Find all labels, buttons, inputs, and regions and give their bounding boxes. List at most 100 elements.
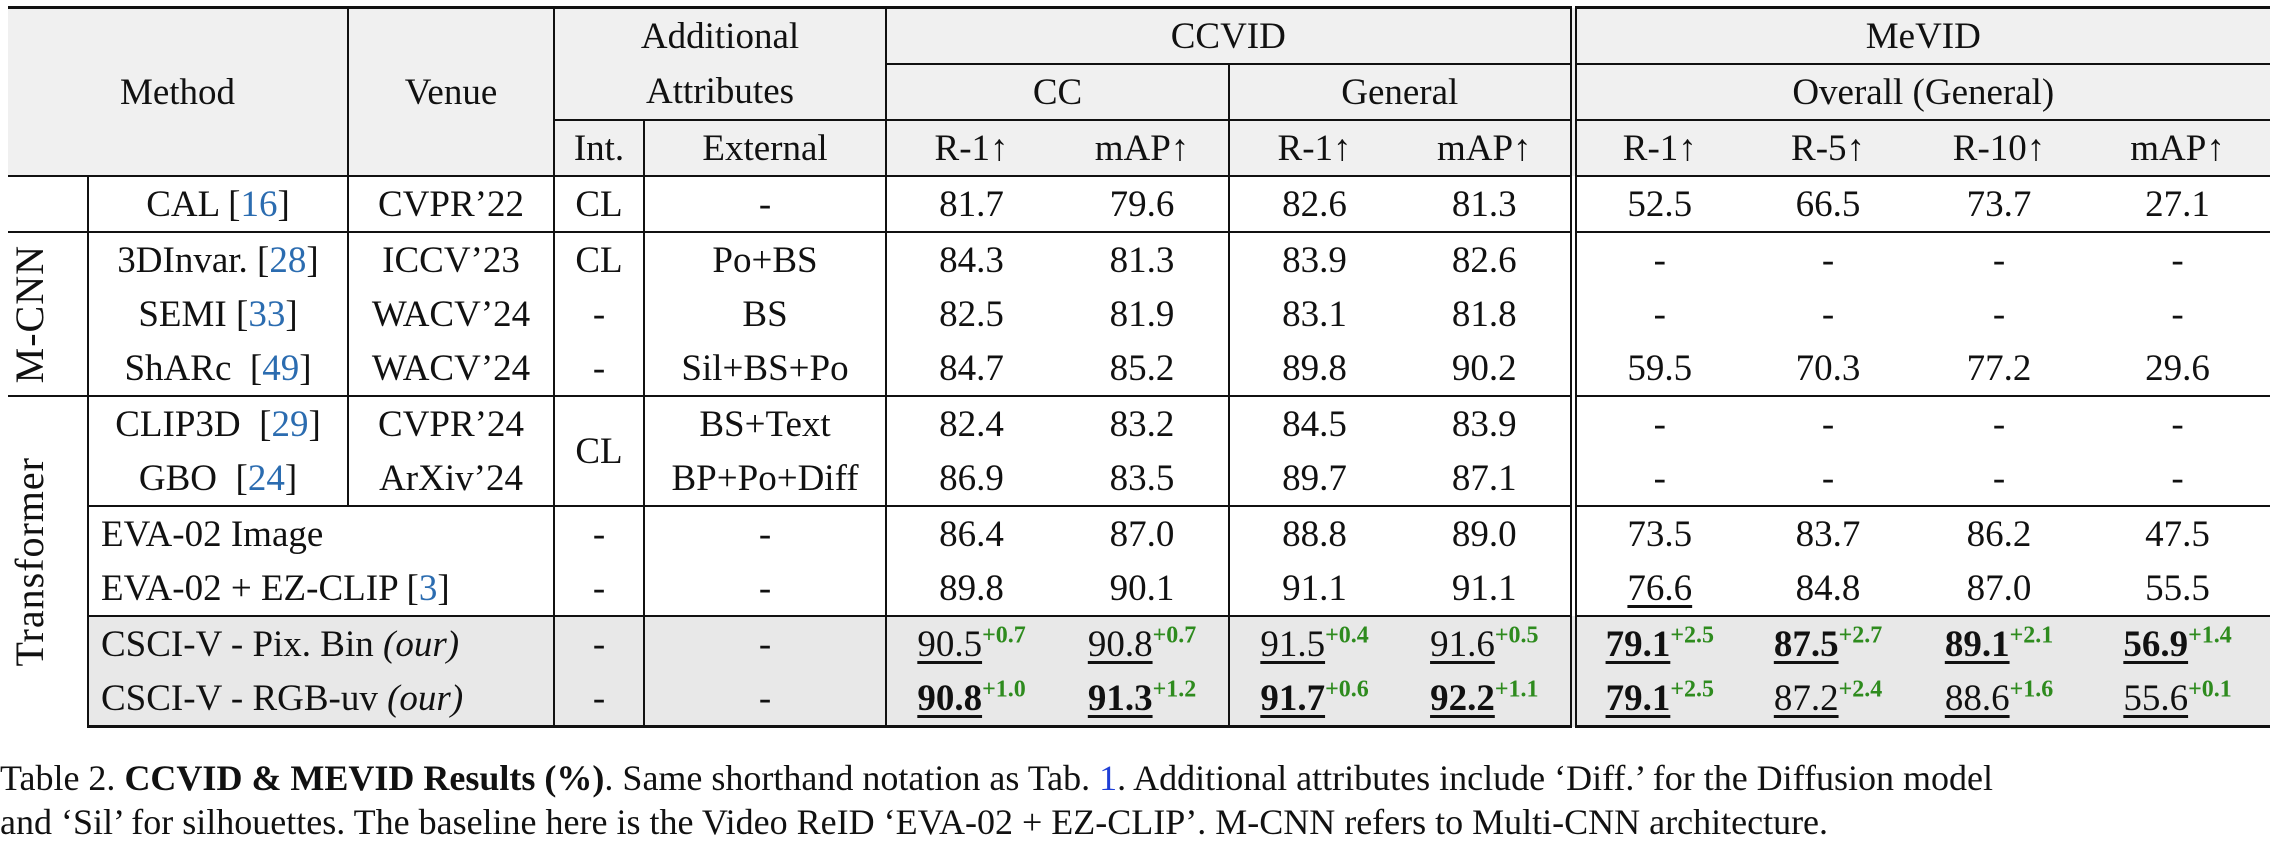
general-r1-cell: 82.6 [1229,175,1400,232]
mevid-r10-cell: 86.2 [1913,505,2086,561]
venue-cell: WACV’24 [348,287,556,341]
general-r1-cell: 88.8 [1229,505,1400,561]
external-cell: - [644,671,888,728]
mevid-map-cell: - [2085,395,2271,451]
cc-map-cell: 79.6 [1056,175,1231,232]
header-mevid-r1: R-1↑ [1573,120,1744,177]
mevid-r1-cell: 79.1+2.5 [1573,671,1744,728]
cc-r1-cell: 82.5 [939,293,1004,335]
header-overall: Overall (General) [1573,64,2271,121]
citation-link[interactable]: 16 [240,183,278,225]
cc-r1-cell: 90.5+0.7 [886,615,1057,671]
mevid-r1-cell: - [1573,395,1744,451]
mevid-map-cell: 55.6+0.1 [2085,671,2271,728]
cc-r1-cell: 84.7 [939,347,1004,389]
external-cell: - [644,615,888,671]
table-caption: Table 2. CCVID & MEVID Results (%). Same… [0,756,2276,844]
table-row: EVA-02 + EZ-CLIP [3] - - 89.8 90.1 91.1 … [8,561,2270,616]
table-ref-link[interactable]: 1 [1099,758,1118,798]
general-map-cell: 91.6+0.5 [1399,615,1577,671]
method-cell: ShARc [49] [88,341,350,396]
cc-map-cell: 85.2 [1056,341,1231,396]
mevid-r1-cell: 73.5 [1573,505,1744,561]
cc-r1-cell: 81.7 [886,175,1057,232]
mevid-r5-cell: - [1821,457,1835,499]
cc-map-cell: 83.5 [1056,451,1231,506]
cc-r1-cell: 86.9 [939,457,1004,499]
method-cell: CLIP3D [29] [88,395,350,451]
cc-map-cell: 87.0 [1056,505,1231,561]
header-mevid: MeVID [1573,6,2271,65]
results-table: Method Venue Additional CCVID MeVID Attr… [7,6,2271,728]
mevid-map-cell: 55.5 [2145,567,2210,609]
external-cell: BS [644,287,888,341]
external-cell: - [644,505,888,561]
method-cell: EVA-02 + EZ-CLIP [3] [88,561,556,616]
mevid-r5-cell: 84.8 [1795,567,1861,609]
table-row: SEMI [33] WACV’24 - BS 82.5 81.9 83.1 81… [8,287,2270,341]
venue-cell: ICCV’23 [348,231,556,287]
header-mevid-map: mAP↑ [2085,120,2271,177]
cc-r1-cell: 90.8+1.0 [886,671,1057,728]
external-cell: - [644,175,888,232]
mevid-r1-cell: - [1653,293,1666,335]
header-mevid-r10: R-10↑ [1913,120,2086,177]
mevid-r5-cell: 66.5 [1743,175,1914,232]
cc-map-cell: 81.3 [1056,231,1231,287]
int-cell: CL [554,175,646,232]
table-row: CSCI-V - Pix. Bin (our) - - 90.5+0.7 90.… [8,615,2271,671]
mevid-r1-cell: 79.1+2.5 [1573,615,1744,671]
citation-link[interactable]: 29 [271,403,309,445]
method-cell: CSCI-V - Pix. Bin (our) [88,615,556,671]
mevid-r10-cell: 73.7 [1913,175,2086,232]
external-cell: Sil+BS+Po [644,341,888,396]
mevid-map-cell: - [2171,457,2184,499]
int-cell: - [554,505,646,561]
external-cell: BP+Po+Diff [644,451,888,506]
int-cell: - [554,671,646,728]
mevid-r1-cell: - [1653,457,1666,499]
mevid-map-cell: 47.5 [2085,505,2271,561]
table-row: M-CNN 3DInvar. [28] ICCV’23 CL Po+BS 84.… [7,231,2271,396]
venue-cell: CVPR’24 [348,395,556,451]
group-label-mcnn: M-CNN [7,231,89,396]
citation-link[interactable]: 24 [247,457,285,499]
external-cell: - [644,561,888,616]
cc-r1-cell: 86.4 [886,505,1057,561]
general-r1-cell: 83.9 [1229,231,1400,287]
general-r1-cell: 89.7 [1282,457,1347,499]
header-ccvid: CCVID [886,6,1577,65]
method-cell: CSCI-V - RGB-uv (our) [88,671,556,728]
method-cell: 3DInvar. [28] [88,231,350,287]
citation-link[interactable]: 49 [262,347,300,389]
external-cell: BS+Text [644,395,888,451]
general-map-cell: 81.3 [1399,175,1577,232]
mevid-r5-cell: 87.5+2.7 [1743,615,1914,671]
general-map-cell: 89.0 [1399,505,1577,561]
caption-line-2: and ‘Sil’ for silhouettes. The baseline … [0,802,1829,842]
mevid-r10-cell: 89.1+2.1 [1913,615,2086,671]
mevid-r1-cell: 59.5 [1627,347,1693,389]
citation-link[interactable]: 33 [248,293,286,335]
int-cell: - [554,561,646,616]
venue-cell: ArXiv’24 [348,451,556,506]
citation-link[interactable]: 3 [418,567,438,609]
header-method: Method [8,6,350,176]
method-cell: EVA-02 Image [88,505,556,561]
table-row: CAL [16] CVPR’22 CL - 81.7 79.6 82.6 81.… [8,175,2271,232]
header-attributes: Attributes [554,64,888,121]
group-label-transformer: Transformer [7,395,89,727]
mevid-r5-cell: 70.3 [1795,347,1861,389]
cc-r1-cell: 84.3 [886,231,1057,287]
mevid-map-cell: 56.9+1.4 [2085,615,2271,671]
mevid-r10-cell: 77.2 [1966,347,2032,389]
citation-link[interactable]: 28 [269,239,307,281]
int-cell: CL [554,231,646,287]
mevid-r10-cell: - [1913,231,2086,287]
cc-map-cell: 91.3+1.2 [1056,671,1231,728]
header-general-map: mAP↑ [1399,120,1577,177]
mevid-r5-cell: 87.2+2.4 [1743,671,1914,728]
mevid-r5-cell: - [1821,293,1835,335]
general-r1-cell: 91.5+0.4 [1229,615,1400,671]
mevid-r1-cell: 76.6 [1627,567,1693,609]
